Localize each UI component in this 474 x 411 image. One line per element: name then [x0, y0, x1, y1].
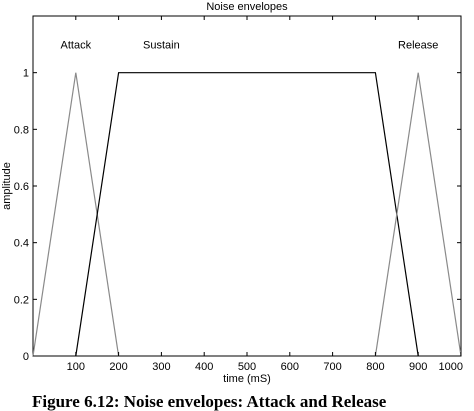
series-line-2 [75, 72, 419, 357]
plot-area [32, 15, 462, 357]
x-tick-label: 600 [281, 361, 299, 373]
annotation-label: Sustain [143, 39, 180, 51]
x-tick-label: 500 [238, 361, 256, 373]
x-tick-label: 700 [323, 361, 341, 373]
annotation-label: Attack [61, 39, 92, 51]
figure-caption: Figure 6.12: Noise envelopes: Attack and… [32, 393, 387, 411]
y-axis-label: amplitude [1, 162, 13, 210]
y-tick-label: 0.4 [14, 238, 29, 250]
chart: 0 0.2 0.4 0.6 0.8 1 100 200 300 400 500 600 700 800 9… [1, 1, 463, 385]
y-ticks: 0 0.2 0.4 0.6 0.8 1 [14, 68, 461, 363]
annotations: Attack Sustain Release [61, 39, 439, 51]
x-tick-label: 400 [195, 361, 213, 373]
x-tick-label: 900 [409, 361, 427, 373]
x-tick-label: 100 [67, 361, 85, 373]
x-tick-label: 200 [109, 361, 127, 373]
y-tick-label: 0 [23, 351, 29, 363]
chart-title: Noise envelopes [206, 1, 288, 13]
x-tick-label: 800 [366, 361, 384, 373]
x-tick-label: 1000 [439, 361, 463, 373]
y-tick-label: 0.6 [14, 181, 29, 193]
y-tick-label: 0.2 [14, 294, 29, 306]
series-line-1 [32, 72, 120, 357]
annotation-label: Release [398, 39, 438, 51]
series-line-3 [374, 72, 462, 357]
series-layer [32, 72, 462, 357]
y-tick-label: 1 [23, 68, 29, 80]
x-axis-label: time (mS) [223, 373, 271, 385]
x-tick-label: 300 [152, 361, 170, 373]
y-tick-label: 0.8 [14, 124, 29, 136]
x-ticks: 100 200 300 400 500 600 700 800 900 1000 [67, 16, 463, 373]
